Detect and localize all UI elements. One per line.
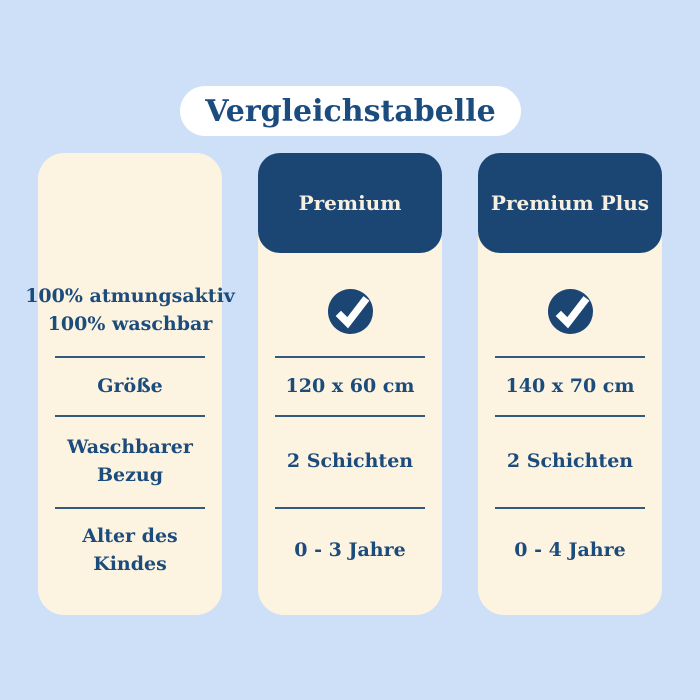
row-label-size: Größe (38, 356, 222, 415)
premium-header-label: Premium (298, 191, 402, 215)
row-divider (55, 356, 205, 358)
cover-label-line-2: Bezug (96, 464, 164, 486)
age-label-line-2: Kindes (93, 553, 167, 575)
row-divider (55, 507, 205, 509)
row-divider (495, 507, 645, 509)
row-divider (275, 507, 425, 509)
size-label: Größe (97, 374, 163, 397)
cover-label-line-1: Waschbarer (67, 436, 193, 458)
feature-label-line-1: 100% atmungsaktiv (25, 284, 235, 307)
age-label-line-1: Alter des (82, 525, 178, 547)
label-column-card: 100% atmungsaktiv 100% waschbar Größe Wa… (25, 153, 235, 615)
premium-plus-column-card: Premium Plus 140 x 70 cm 2 Schichten 0 -… (478, 153, 662, 615)
premium-plus-size-cell: 140 x 70 cm (478, 356, 662, 415)
checkmark-icon (327, 289, 373, 334)
premium-layers-cell: 2 Schichten (258, 415, 442, 507)
premium-column-header: Premium (258, 153, 442, 253)
row-divider (275, 415, 425, 417)
page-title-pill: Vergleichstabelle (180, 86, 521, 136)
premium-plus-age-value: 0 - 4 Jahre (514, 539, 626, 561)
premium-plus-size-value: 140 x 70 cm (505, 374, 635, 397)
premium-age-value: 0 - 3 Jahre (294, 539, 406, 561)
page-title: Vergleichstabelle (205, 93, 496, 129)
checkmark-icon (547, 289, 593, 334)
premium-size-value: 120 x 60 cm (285, 374, 415, 397)
feature-label-line-2: 100% waschbar (47, 312, 213, 335)
premium-plus-feature-cell (478, 253, 662, 366)
premium-layers-value: 2 Schichten (286, 450, 414, 472)
premium-plus-layers-value: 2 Schichten (506, 450, 634, 472)
premium-plus-header-label: Premium Plus (490, 191, 650, 215)
row-label-feature: 100% atmungsaktiv 100% waschbar (25, 253, 235, 366)
premium-column-card: Premium 120 x 60 cm 2 Schichten 0 - 3 Ja… (258, 153, 442, 615)
row-label-age: Alter des Kindes (38, 507, 222, 593)
premium-age-cell: 0 - 3 Jahre (258, 507, 442, 593)
row-divider (55, 415, 205, 417)
row-divider (275, 356, 425, 358)
premium-plus-age-cell: 0 - 4 Jahre (478, 507, 662, 593)
row-divider (495, 415, 645, 417)
premium-plus-column-header: Premium Plus (478, 153, 662, 253)
premium-plus-layers-cell: 2 Schichten (478, 415, 662, 507)
row-divider (495, 356, 645, 358)
premium-feature-cell (258, 253, 442, 366)
premium-size-cell: 120 x 60 cm (258, 356, 442, 415)
row-label-cover: Waschbarer Bezug (38, 415, 222, 507)
